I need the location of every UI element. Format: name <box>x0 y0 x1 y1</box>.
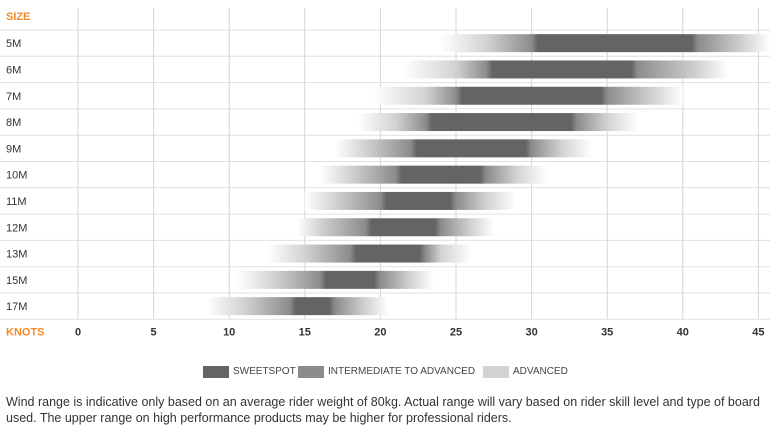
legend-label-advanced: ADVANCED <box>513 366 568 377</box>
y-tick-label: 11M <box>6 196 27 208</box>
x-tick-label: 30 <box>525 326 537 338</box>
x-tick-label: 35 <box>601 326 613 338</box>
y-tick-label: 10M <box>6 170 27 182</box>
range-bar-13m <box>267 244 472 263</box>
y-tick-label: 5M <box>6 38 21 50</box>
range-bar-10m <box>319 165 547 184</box>
y-axis-title: SIZE <box>6 11 30 23</box>
y-tick-label: 8M <box>6 117 21 129</box>
y-tick-label: 15M <box>6 275 27 287</box>
x-tick-label: 10 <box>223 326 235 338</box>
legend-label-sweetspot: SWEETSPOT <box>233 366 296 377</box>
range-bar-11m <box>304 191 517 210</box>
x-tick-label: 5 <box>151 326 157 338</box>
x-tick-label: 20 <box>374 326 386 338</box>
range-bar-6m <box>403 60 729 79</box>
y-tick-label: 13M <box>6 249 27 261</box>
chart-legend: SWEETSPOT INTERMEDIATE TO ADVANCED ADVAN… <box>0 364 771 380</box>
range-bar-7m <box>372 86 683 105</box>
x-axis-title: KNOTS <box>6 326 45 338</box>
footnote: Wind range is indicative only based on a… <box>6 395 760 425</box>
y-tick-label: 6M <box>6 64 21 76</box>
y-tick-label: 9M <box>6 143 21 155</box>
y-tick-label: 12M <box>6 222 27 234</box>
legend-swatch-sweetspot <box>203 366 229 378</box>
range-bar-5m <box>440 34 770 53</box>
x-tick-label: 15 <box>299 326 311 338</box>
range-bar-8m <box>357 113 638 132</box>
wind-range-chart: SIZE KNOTS 0 5 10 15 20 25 30 35 40 45 5M 6M 7M 8M 9M 10M… <box>0 8 770 338</box>
legend-swatch-intermediate <box>298 366 324 378</box>
x-tick-label: 45 <box>752 326 764 338</box>
range-bar-15m <box>236 270 434 289</box>
x-tick-label: 25 <box>450 326 462 338</box>
range-bar-17m <box>206 297 388 316</box>
x-tick-label: 40 <box>677 326 689 338</box>
y-tick-label: 17M <box>6 301 27 313</box>
range-bar-12m <box>297 218 494 237</box>
legend-swatch-advanced <box>483 366 509 378</box>
range-bar-9m <box>335 139 593 158</box>
y-tick-label: 7M <box>6 91 21 103</box>
legend-label-intermediate: INTERMEDIATE TO ADVANCED <box>328 366 476 377</box>
x-tick-label: 0 <box>75 326 81 338</box>
